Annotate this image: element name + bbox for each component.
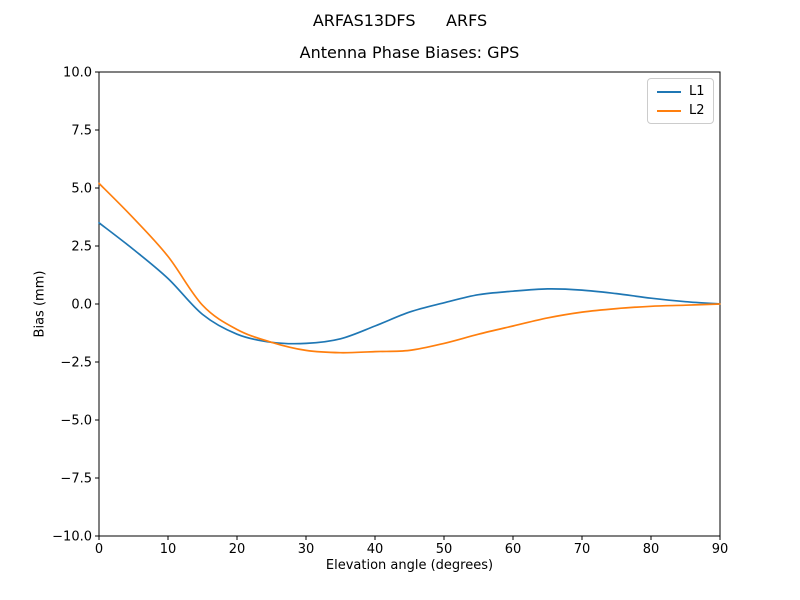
y-tick-label: −2.5: [60, 356, 92, 371]
legend-label-l1: L1: [689, 84, 705, 99]
figure-suptitle: ARFAS13DFS ARFS: [312, 11, 488, 30]
x-axis-label: Elevation angle (degrees): [325, 558, 494, 573]
x-tick-label: 20: [229, 542, 246, 557]
x-tick-label: 70: [574, 542, 591, 557]
y-tick-label: −5.0: [60, 414, 92, 429]
chart-title: Antenna Phase Biases: GPS: [299, 43, 520, 62]
y-tick-label: 2.5: [71, 240, 92, 255]
legend-label-l2: L2: [689, 103, 705, 118]
l2-line-swatch: [657, 109, 681, 112]
legend-item-l2: L2: [657, 104, 705, 117]
y-tick-label: −10.0: [52, 530, 92, 545]
legend: L1 L2: [647, 78, 714, 124]
y-tick-label: 7.5: [71, 124, 92, 139]
series-line-l2: [98, 182, 721, 354]
legend-item-l1: L1: [657, 85, 705, 98]
x-tick-label: 40: [367, 542, 384, 557]
x-tick-label: 10: [160, 542, 177, 557]
x-tick-label: 60: [505, 542, 522, 557]
y-axis-label: Bias (mm): [32, 270, 48, 338]
l1-line-swatch: [657, 90, 681, 93]
x-tick-label: 80: [643, 542, 660, 557]
y-tick-label: −7.5: [60, 472, 92, 487]
x-tick-label: 30: [298, 542, 315, 557]
x-tick-label: 0: [95, 542, 103, 557]
series-line-l1: [98, 221, 721, 345]
y-tick-label: 0.0: [71, 298, 92, 313]
y-tick-label: 10.0: [63, 66, 92, 81]
x-tick-label: 90: [712, 542, 729, 557]
x-tick-label: 50: [436, 542, 453, 557]
y-tick-label: 5.0: [71, 182, 92, 197]
